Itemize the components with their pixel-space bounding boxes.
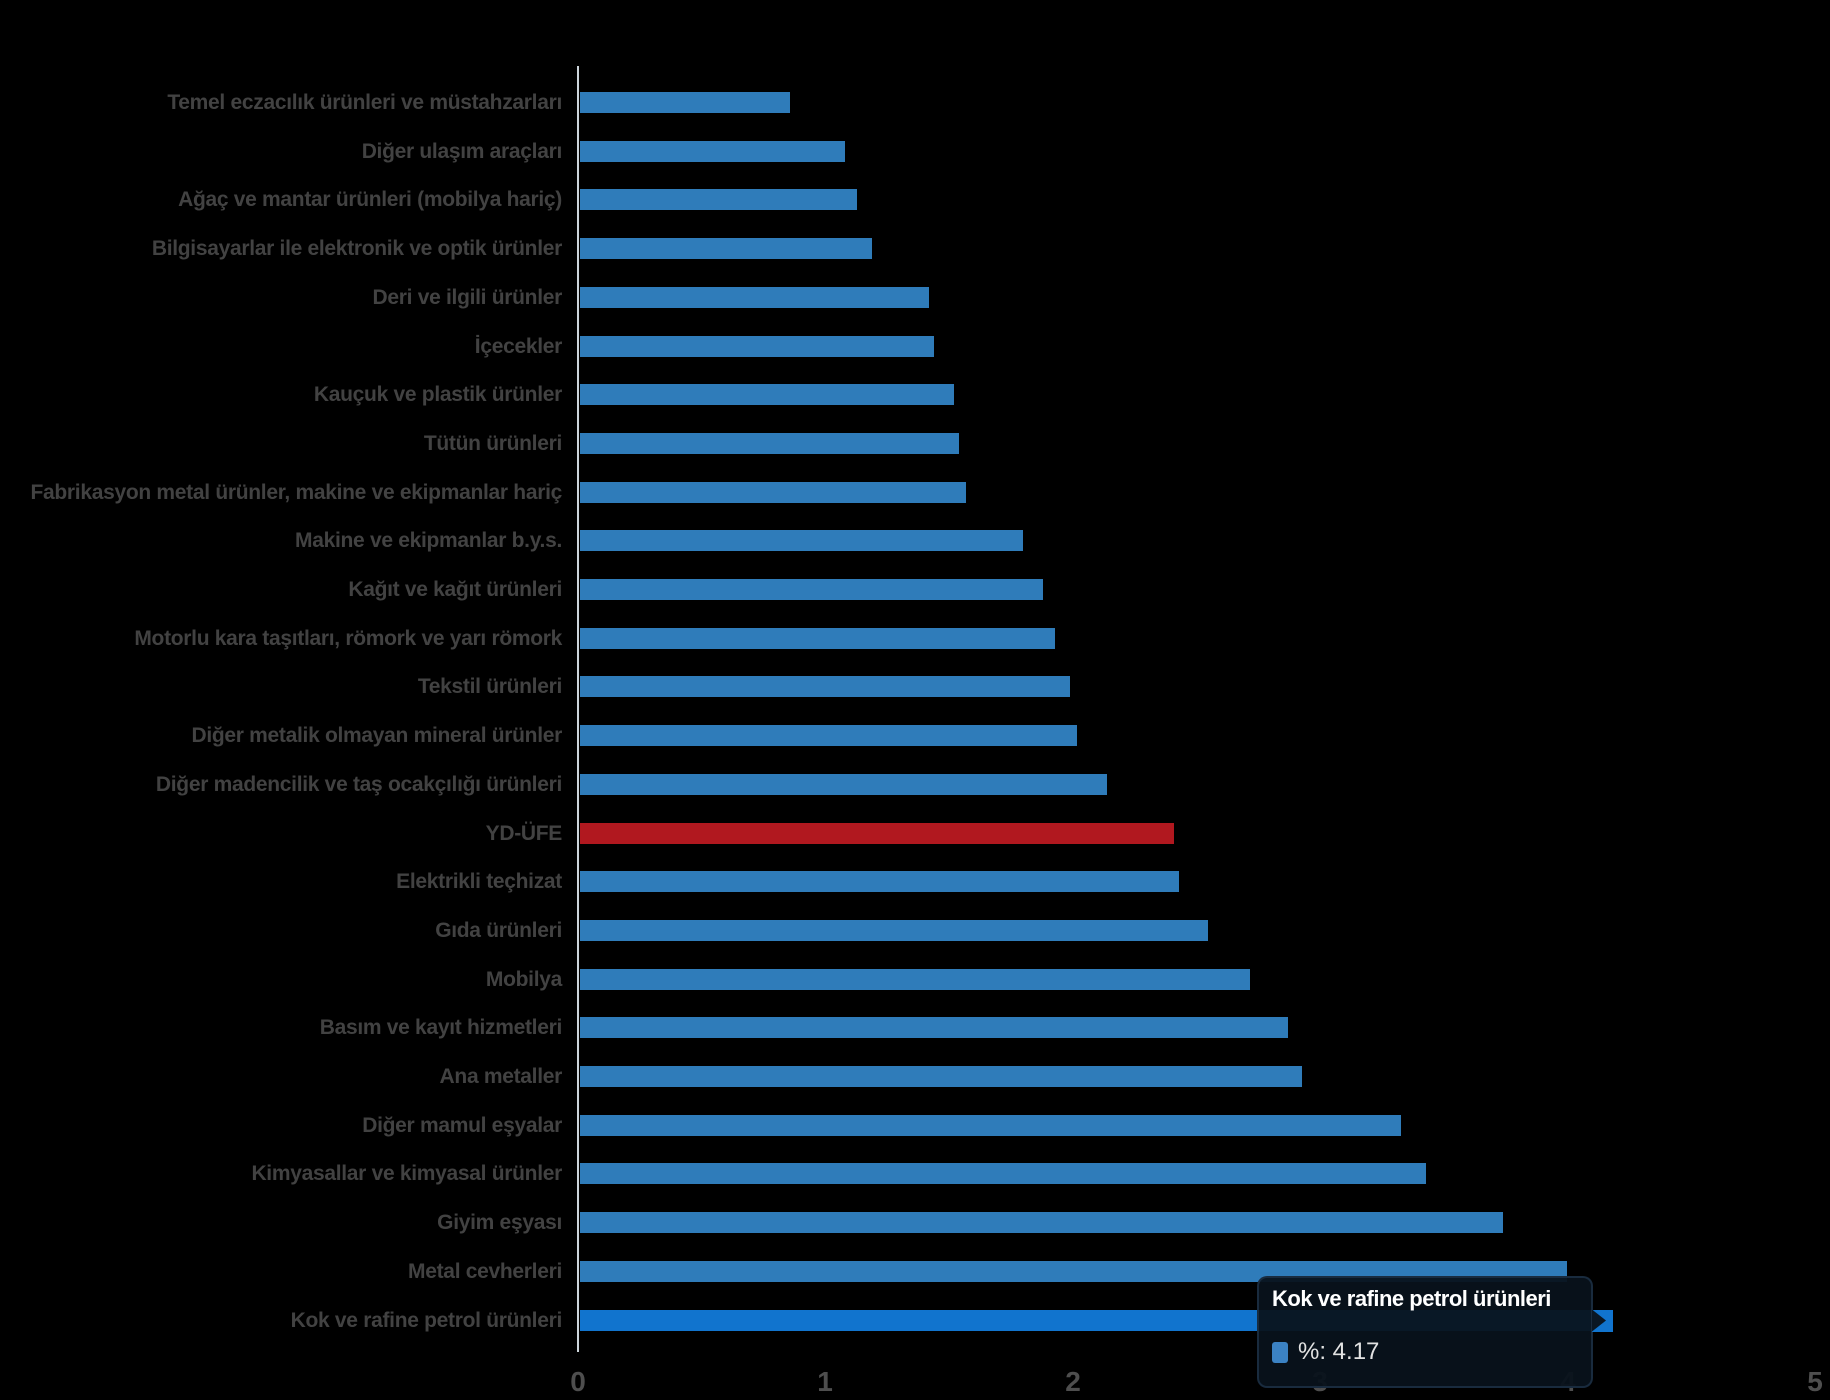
tooltip-title: Kok ve rafine petrol ürünleri: [1272, 1286, 1551, 1311]
bar[interactable]: [580, 530, 1023, 552]
bar[interactable]: [580, 140, 845, 162]
category-label: Tekstil ürünleri: [417, 675, 562, 699]
bar[interactable]: [580, 1066, 1302, 1087]
x-axis-tick-label: 0: [570, 1366, 586, 1397]
category-label: Gıda ürünleri: [435, 918, 562, 942]
bar[interactable]: [580, 773, 1107, 795]
bar[interactable]: [580, 871, 1179, 893]
bar[interactable]: [580, 432, 959, 454]
category-label: Diğer madencilik ve taş ocakçılığı ürünl…: [155, 772, 562, 796]
category-label: Temel eczacılık ürünleri ve müstahzarlar…: [167, 91, 562, 114]
category-label: Metal cevherleri: [408, 1259, 562, 1283]
category-label: Diğer ulaşım araçları: [361, 139, 563, 163]
bar[interactable]: [580, 481, 966, 503]
category-label: İçecekler: [474, 334, 563, 358]
category-label: Diğer metalik olmayan mineral ürünler: [191, 724, 562, 748]
category-label: Giyim eşyası: [437, 1211, 562, 1235]
category-label: Kok ve rafine petrol ürünleri: [290, 1308, 563, 1332]
bar[interactable]: [580, 725, 1077, 747]
category-label: Ağaç ve mantar ürünleri (mobilya hariç): [178, 188, 562, 212]
tooltip: Kok ve rafine petrol ürünleri %: 4.17: [1257, 1276, 1593, 1388]
category-label: Deri ve ilgili ürünler: [372, 285, 563, 309]
bar[interactable]: [580, 238, 872, 260]
category-label: Ana metaller: [439, 1065, 563, 1088]
category-label: Bilgisayarlar ile elektronik ve optik ür…: [151, 237, 562, 261]
category-label: Elektrikli teçhizat: [396, 870, 562, 894]
bar[interactable]: [580, 1017, 1288, 1039]
bar[interactable]: [580, 189, 857, 211]
category-label: Kimyasallar ve kimyasal ürünler: [251, 1162, 562, 1186]
x-axis-tick-label: 2: [1065, 1366, 1081, 1397]
tooltip-pointer-icon: [1592, 1309, 1606, 1332]
category-label: Kauçuk ve plastik ürünler: [313, 383, 562, 407]
bar[interactable]: [580, 676, 1070, 698]
series-swatch-icon: [1272, 1341, 1288, 1363]
category-label: YD-ÜFE: [485, 821, 563, 845]
bar[interactable]: [580, 1114, 1401, 1136]
bar[interactable]: [580, 579, 1043, 600]
category-label: Diğer mamul eşyalar: [362, 1113, 562, 1137]
tooltip-value: %: 4.17: [1298, 1338, 1380, 1365]
category-label: Basım ve kayıt hizmetleri: [319, 1016, 563, 1040]
bar[interactable]: [580, 919, 1208, 941]
category-label: Fabrikasyon metal ürünler, makine ve eki…: [30, 480, 562, 504]
y-axis-line: [577, 66, 579, 1352]
bar[interactable]: [580, 335, 934, 357]
bar[interactable]: [580, 384, 954, 406]
x-axis-tick-label: 5: [1807, 1366, 1823, 1397]
category-label: Motorlu kara taşıtları, römork ve yarı r…: [134, 626, 562, 650]
bar[interactable]: [580, 92, 790, 113]
tooltip-series-row: %: 4.17: [1272, 1338, 1379, 1366]
bar[interactable]: [580, 822, 1174, 844]
hovered-bar-tip-chevron: [1592, 1309, 1613, 1332]
bar[interactable]: [580, 968, 1250, 990]
category-label: Makine ve ekipmanlar b.y.s.: [295, 529, 562, 553]
bar[interactable]: [580, 286, 929, 308]
x-axis-tick-label: 1: [817, 1366, 833, 1397]
bar[interactable]: [580, 627, 1055, 649]
category-label: Tütün ürünleri: [423, 431, 562, 455]
bar[interactable]: [580, 1212, 1503, 1234]
category-label: Kağıt ve kağıt ürünleri: [348, 578, 562, 601]
category-label: Mobilya: [485, 967, 562, 991]
bar[interactable]: [580, 1163, 1426, 1185]
